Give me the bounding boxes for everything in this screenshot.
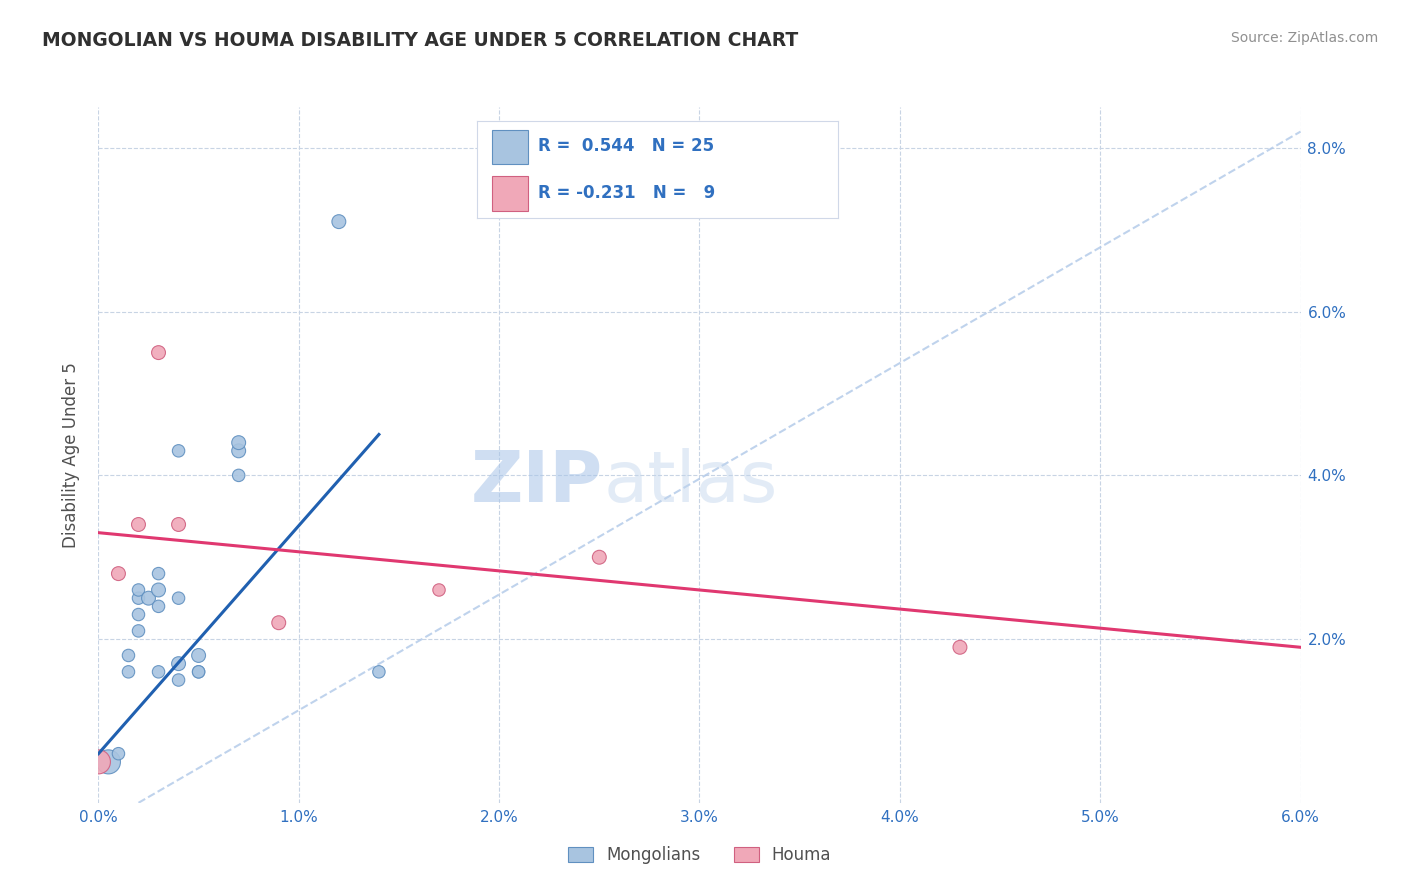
Point	[187, 665, 209, 679]
Point	[187, 648, 209, 663]
Point	[128, 624, 150, 638]
Point	[138, 591, 160, 606]
Point	[167, 443, 190, 458]
Point	[368, 665, 391, 679]
Point	[228, 443, 250, 458]
Point	[87, 755, 110, 769]
Point	[427, 582, 450, 597]
Text: MONGOLIAN VS HOUMA DISABILITY AGE UNDER 5 CORRELATION CHART: MONGOLIAN VS HOUMA DISABILITY AGE UNDER …	[42, 31, 799, 50]
Point	[228, 435, 250, 450]
Point	[117, 665, 139, 679]
Point	[148, 345, 170, 359]
Point	[128, 582, 150, 597]
Point	[187, 665, 209, 679]
Point	[167, 517, 190, 532]
Point	[167, 657, 190, 671]
Point	[328, 214, 350, 228]
Legend: Mongolians, Houma: Mongolians, Houma	[561, 839, 838, 871]
Point	[107, 747, 129, 761]
Point	[228, 468, 250, 483]
Point	[148, 599, 170, 614]
Point	[148, 665, 170, 679]
Point	[167, 591, 190, 606]
Point	[148, 582, 170, 597]
Text: ZIP: ZIP	[471, 449, 603, 517]
Point	[588, 550, 610, 565]
Point	[267, 615, 290, 630]
Point	[117, 648, 139, 663]
Point	[107, 566, 129, 581]
Point	[97, 755, 120, 769]
Text: Source: ZipAtlas.com: Source: ZipAtlas.com	[1230, 31, 1378, 45]
Point	[128, 607, 150, 622]
Point	[167, 673, 190, 687]
Point	[128, 591, 150, 606]
Point	[128, 517, 150, 532]
Point	[949, 640, 972, 655]
Y-axis label: Disability Age Under 5: Disability Age Under 5	[62, 362, 80, 548]
Point	[148, 566, 170, 581]
Text: atlas: atlas	[603, 449, 778, 517]
